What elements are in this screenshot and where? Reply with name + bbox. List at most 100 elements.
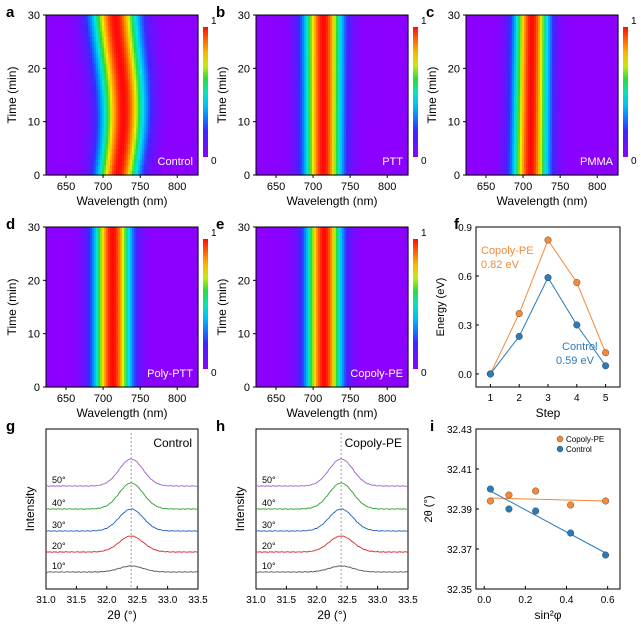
heatmap-cell <box>126 73 129 80</box>
heatmap-cell <box>70 169 73 176</box>
heatmap-cell <box>182 137 185 144</box>
heatmap-cell <box>180 111 183 117</box>
heatmap-cell <box>60 95 63 101</box>
heatmap-cell <box>394 159 397 165</box>
heatmap-cell <box>324 73 327 80</box>
heatmap-cell <box>126 105 129 112</box>
heatmap-cell <box>320 105 323 112</box>
heatmap-cell <box>92 36 95 43</box>
heatmap-cell <box>188 121 191 128</box>
heatmap-cell <box>392 68 395 75</box>
heatmap-cell <box>272 68 275 75</box>
heatmap-cell <box>318 31 321 37</box>
heatmap-cell <box>306 31 309 37</box>
heatmap-cell <box>158 121 161 128</box>
heatmap-cell <box>178 89 181 96</box>
heatmap-cell <box>136 84 139 91</box>
heatmap-cell <box>384 31 387 37</box>
heatmap-cell <box>80 52 83 59</box>
heatmap-cell <box>342 116 345 123</box>
heatmap-cell <box>334 57 337 64</box>
heatmap-cell <box>372 143 375 149</box>
heatmap-cell <box>168 137 171 144</box>
heatmap-cell <box>366 164 369 171</box>
heatmap-cell <box>86 127 89 133</box>
heatmap-cell <box>516 164 519 171</box>
heatmap-cell <box>350 52 353 59</box>
heatmap-cell <box>100 159 103 165</box>
heatmap-cell <box>180 169 183 176</box>
heatmap-cell <box>324 47 327 53</box>
heatmap-cell <box>196 164 199 171</box>
heatmap-cell <box>166 127 169 133</box>
heatmap-cell <box>374 73 377 80</box>
heatmap-cell <box>154 100 157 107</box>
heatmap-cell <box>314 31 317 37</box>
heatmap-cell <box>340 31 343 37</box>
heatmap-cell <box>302 127 305 133</box>
heatmap-cell <box>192 116 195 123</box>
heatmap-cell <box>124 79 127 85</box>
heatmap-cell <box>290 15 293 21</box>
heatmap-cell <box>276 31 279 37</box>
heatmap-cell <box>346 121 349 128</box>
heatmap-cell <box>76 148 79 155</box>
heatmap-cell <box>120 36 123 43</box>
heatmap-cell <box>78 52 81 59</box>
heatmap-cell <box>112 143 115 149</box>
heatmap-cell <box>108 63 111 69</box>
heatmap-cell <box>98 52 101 59</box>
heatmap-cell <box>376 153 379 160</box>
heatmap-cell <box>494 153 497 160</box>
heatmap-cell <box>374 169 377 176</box>
heatmap-cell <box>116 132 119 139</box>
heatmap-cell <box>104 79 107 85</box>
heatmap-cell <box>354 111 357 117</box>
heatmap-cell <box>296 137 299 144</box>
heatmap-cell <box>276 100 279 107</box>
heatmap-cell <box>370 57 373 64</box>
heatmap-cell <box>338 47 341 53</box>
heatmap-cell <box>308 116 311 123</box>
heatmap-cell <box>314 132 317 139</box>
heatmap-cell <box>170 148 173 155</box>
heatmap-cell <box>112 84 115 91</box>
heatmap-cell <box>196 89 199 96</box>
heatmap-cell <box>286 105 289 112</box>
heatmap-cell <box>142 68 145 75</box>
heatmap-cell <box>300 148 303 155</box>
heatmap-cell <box>270 63 273 69</box>
heatmap-cell <box>404 159 407 165</box>
heatmap-cell <box>360 73 363 80</box>
heatmap-cell <box>110 89 113 96</box>
heatmap-cell <box>518 164 521 171</box>
heatmap-cell <box>118 127 121 133</box>
heatmap-cell <box>274 25 277 32</box>
heatmap-cell <box>326 100 329 107</box>
heatmap-cell <box>378 63 381 69</box>
heatmap-cell <box>376 116 379 123</box>
heatmap-cell <box>374 57 377 64</box>
heatmap-cell <box>120 73 123 80</box>
heatmap-cell <box>118 63 121 69</box>
heatmap-cell <box>136 20 139 27</box>
heatmap-cell <box>72 25 75 32</box>
heatmap-cell <box>48 169 51 176</box>
heatmap-cell <box>312 84 315 91</box>
heatmap-cell <box>172 105 175 112</box>
heatmap-cell <box>578 164 581 171</box>
heatmap-cell <box>170 52 173 59</box>
heatmap-cell <box>142 89 145 96</box>
heatmap-cell <box>146 137 149 144</box>
heatmap-cell <box>310 148 313 155</box>
heatmap-cell <box>324 143 327 149</box>
heatmap-cell <box>76 132 79 139</box>
heatmap-cell <box>338 36 341 43</box>
heatmap-cell <box>86 169 89 176</box>
heatmap-cell <box>88 116 91 123</box>
heatmap-cell <box>186 63 189 69</box>
heatmap-cell <box>124 47 127 53</box>
heatmap-cell <box>88 89 91 96</box>
heatmap-cell <box>164 137 167 144</box>
heatmap-cell <box>98 143 101 149</box>
